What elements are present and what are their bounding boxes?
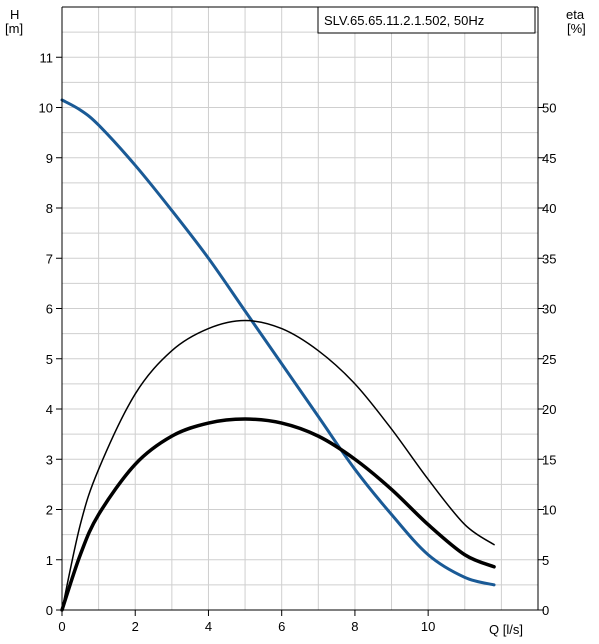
title-box: SLV.65.65.11.2.1.502, 50Hz bbox=[317, 6, 536, 34]
right-tick-label: 5 bbox=[542, 553, 549, 568]
grid bbox=[62, 7, 538, 610]
right-tick-label: 20 bbox=[542, 402, 556, 417]
efficiency-curve-thin bbox=[61, 319, 495, 611]
left-tick-label: 3 bbox=[46, 452, 53, 467]
x-tick-label: 4 bbox=[205, 619, 212, 634]
head-curve bbox=[60, 98, 496, 587]
left-tick-label: 10 bbox=[39, 101, 53, 116]
right-tick-label: 40 bbox=[542, 201, 556, 216]
right-tick-label: 45 bbox=[542, 151, 556, 166]
left-tick-label: 2 bbox=[46, 503, 53, 518]
right-axis-label-2: [%] bbox=[567, 21, 586, 36]
right-axis-label-1: eta bbox=[566, 7, 585, 22]
right-tick-label: 0 bbox=[542, 603, 549, 618]
x-tick-label: 8 bbox=[351, 619, 358, 634]
left-tick-label: 8 bbox=[46, 201, 53, 216]
x-tick-label: 6 bbox=[278, 619, 285, 634]
left-tick-label: 1 bbox=[46, 553, 53, 568]
curves bbox=[60, 98, 496, 612]
x-axis-label: Q [l/s] bbox=[489, 622, 523, 637]
left-tick-label: 7 bbox=[46, 251, 53, 266]
left-axis-label-2: [m] bbox=[5, 21, 23, 36]
right-tick-label: 25 bbox=[542, 352, 556, 367]
left-tick-label: 9 bbox=[46, 151, 53, 166]
efficiency-curve-thick bbox=[60, 417, 496, 612]
title-rect bbox=[317, 6, 536, 34]
right-tick-label: 10 bbox=[542, 503, 556, 518]
x-tick-label: 2 bbox=[132, 619, 139, 634]
left-tick-label: 4 bbox=[46, 402, 53, 417]
right-tick-label: 30 bbox=[542, 302, 556, 317]
x-tick-label: 10 bbox=[421, 619, 435, 634]
right-tick-label: 15 bbox=[542, 452, 556, 467]
left-tick-label: 6 bbox=[46, 302, 53, 317]
chart-title: SLV.65.65.11.2.1.502, 50Hz bbox=[324, 13, 484, 28]
x-tick-label: 0 bbox=[58, 619, 65, 634]
right-tick-label: 50 bbox=[542, 101, 556, 116]
left-axis-label-1: H bbox=[10, 7, 19, 22]
left-tick-label: 11 bbox=[40, 50, 54, 65]
left-tick-label: 0 bbox=[46, 603, 53, 618]
right-tick-label: 35 bbox=[542, 251, 556, 266]
left-tick-label: 5 bbox=[46, 352, 53, 367]
